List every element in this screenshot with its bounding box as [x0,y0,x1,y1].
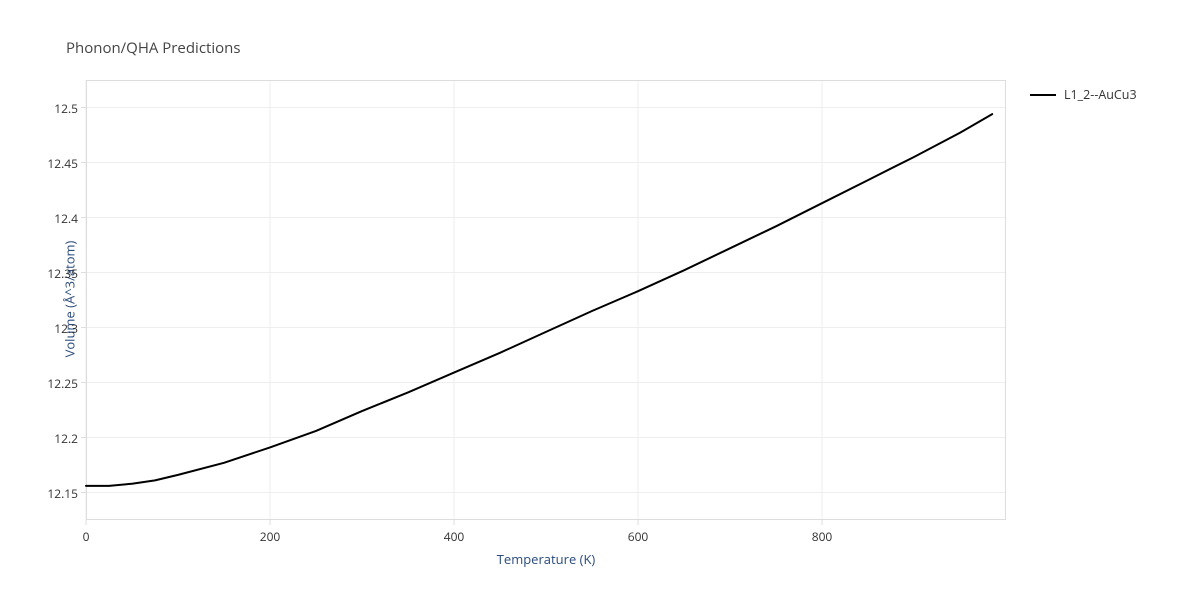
legend-series-label: L1_2--AuCu3 [1064,86,1137,103]
x-tick-label: 0 [66,528,106,545]
x-tick-label: 800 [802,528,842,545]
x-tick-label: 400 [434,528,474,545]
y-tick-label: 12.25 [38,375,78,392]
y-tick-label: 12.5 [38,100,78,117]
x-tick-label: 200 [250,528,290,545]
x-axis-label: Temperature (K) [486,550,606,568]
x-tick-label: 600 [618,528,658,545]
y-tick-label: 12.45 [38,155,78,172]
y-tick-label: 12.15 [38,485,78,502]
y-tick-label: 12.3 [38,320,78,337]
y-axis-label: Volume (Å^3/atom) [60,241,78,358]
legend-series-line [1030,94,1056,96]
y-tick-label: 12.35 [38,265,78,282]
chart-title: Phonon/QHA Predictions [66,38,241,58]
y-tick-label: 12.4 [38,210,78,227]
legend: L1_2--AuCu3 [1030,86,1137,103]
plot-area [86,80,1006,520]
y-tick-label: 12.2 [38,430,78,447]
